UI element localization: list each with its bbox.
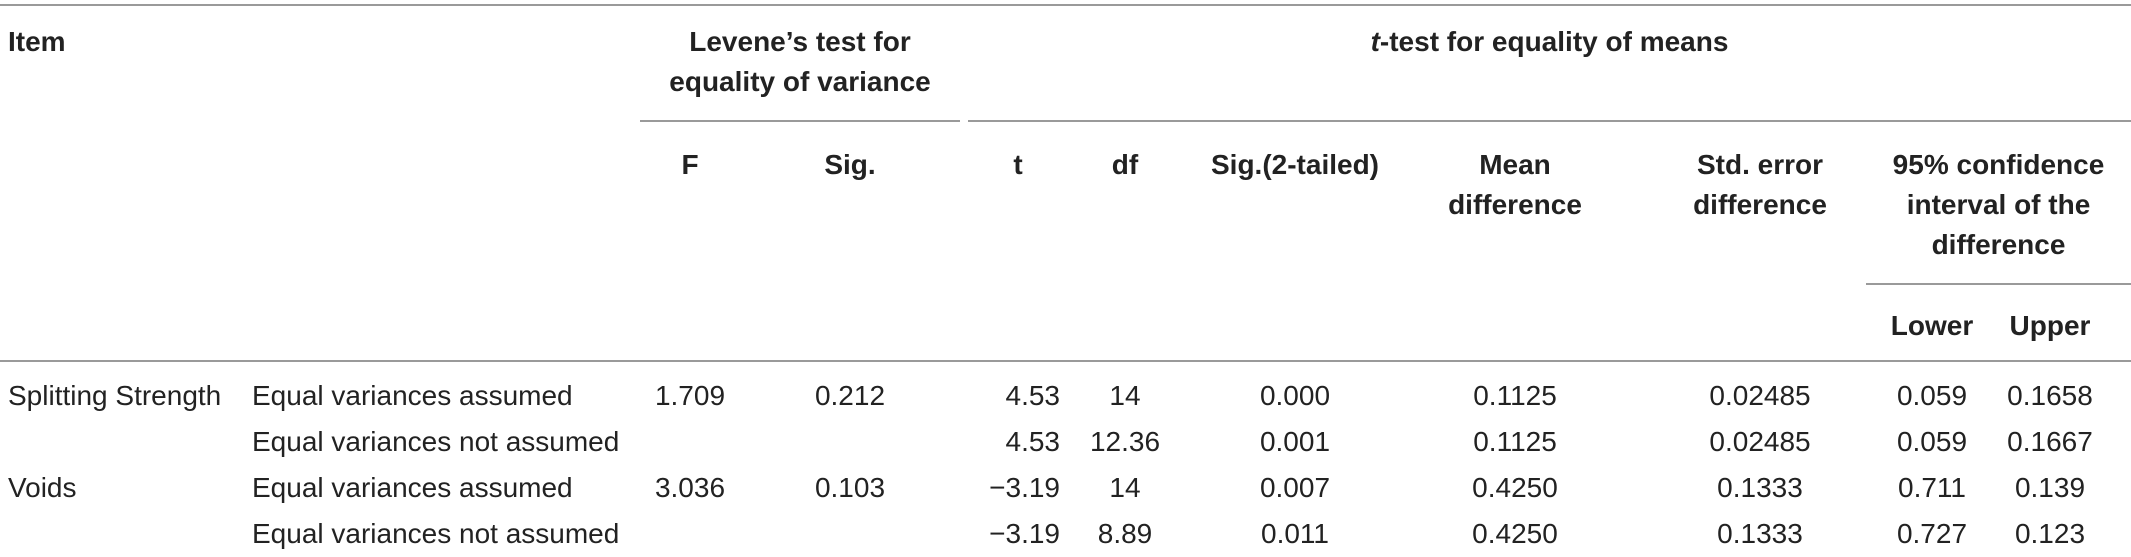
row3-upper: 0.139 xyxy=(2014,472,2086,503)
row1-mean: 0.1125 xyxy=(1473,380,1557,411)
row2-stderr: 0.02485 xyxy=(1709,426,1811,457)
row1-lower: 0.059 xyxy=(1896,380,1968,411)
row1-sig: 0.212 xyxy=(814,380,886,411)
row2-assumption: Equal variances not assumed xyxy=(252,426,620,457)
top-rule xyxy=(0,4,2131,6)
row2-mean: 0.1125 xyxy=(1473,426,1557,457)
row3-sig2: 0.007 xyxy=(1259,472,1331,503)
row2-df: 12.36 xyxy=(1089,426,1161,457)
row4-lower: 0.727 xyxy=(1896,518,1968,549)
row4-mean: 0.4250 xyxy=(1472,518,1558,549)
header-ci-line2: interval of the xyxy=(1906,189,2091,220)
row1-stderr: 0.02485 xyxy=(1709,380,1811,411)
ttest-underline xyxy=(968,120,2131,122)
header-stderr-line1: Std. error xyxy=(1696,149,1824,180)
row1-t: 4.53 xyxy=(1005,380,1061,411)
row1-assumption: Equal variances assumed xyxy=(252,380,573,411)
row3-t: −3.19 xyxy=(989,472,1060,503)
row1-f: 1.709 xyxy=(654,380,726,411)
row3-f: 3.036 xyxy=(654,472,726,503)
row2-lower: 0.059 xyxy=(1896,426,1968,457)
header-bottom-rule xyxy=(0,360,2131,362)
ci-underline xyxy=(1866,283,2131,285)
row1-upper: 0.1658 xyxy=(2007,380,2093,411)
row1-df: 14 xyxy=(1109,380,1141,411)
row3-lower: 0.711 xyxy=(1898,472,1966,503)
header-levene-line2: equality of variance xyxy=(669,66,931,97)
row4-t: −3.19 xyxy=(989,518,1060,549)
row3-stderr: 0.1333 xyxy=(1717,472,1803,503)
row2-t: 4.53 xyxy=(1005,426,1061,457)
header-item: Item xyxy=(8,26,66,57)
row4-sig2: 0.011 xyxy=(1261,518,1329,549)
header-upper: Upper xyxy=(2009,310,2091,341)
header-f: F xyxy=(681,149,699,180)
header-stderr-line2: difference xyxy=(1693,189,1827,220)
header-mean-line1: Mean xyxy=(1479,149,1551,180)
header-mean-line2: difference xyxy=(1448,189,1582,220)
header-ttest: t-test for equality of means xyxy=(968,22,2131,62)
row3-item: Voids xyxy=(8,472,77,503)
header-t: t xyxy=(1013,149,1023,180)
header-sig: Sig. xyxy=(824,149,876,180)
row2-upper: 0.1667 xyxy=(2007,426,2093,457)
row1-sig2: 0.000 xyxy=(1259,380,1331,411)
row1-item: Splitting Strength xyxy=(8,380,222,411)
header-ttest-t: t xyxy=(1370,26,1380,57)
header-ci-line1: 95% confidence xyxy=(1892,149,2105,180)
row3-assumption: Equal variances assumed xyxy=(252,472,573,503)
header-ttest-rest: -test for equality of means xyxy=(1379,26,1729,57)
row3-mean: 0.4250 xyxy=(1472,472,1558,503)
header-sig2: Sig.(2-tailed) xyxy=(1210,149,1379,180)
row4-upper: 0.123 xyxy=(2014,518,2086,549)
row4-stderr: 0.1333 xyxy=(1717,518,1803,549)
header-ci-line3: difference xyxy=(1931,229,2066,260)
levene-underline xyxy=(640,120,960,122)
row2-sig2: 0.001 xyxy=(1259,426,1331,457)
row3-df: 14 xyxy=(1109,472,1141,503)
row4-assumption: Equal variances not assumed xyxy=(252,518,620,549)
row3-sig: 0.103 xyxy=(814,472,886,503)
header-df: df xyxy=(1111,149,1139,180)
header-lower: Lower xyxy=(1890,310,1974,341)
row4-df: 8.89 xyxy=(1097,518,1153,549)
header-levene-line1: Levene’s test for xyxy=(689,26,911,57)
